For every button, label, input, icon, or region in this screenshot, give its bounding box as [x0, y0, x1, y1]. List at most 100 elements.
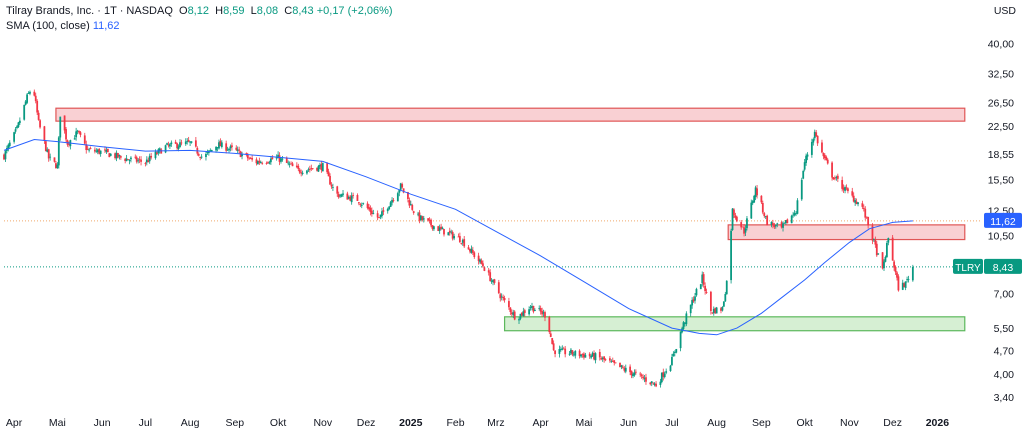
candle-body	[510, 312, 513, 314]
candle-body	[531, 305, 533, 308]
candle-body	[68, 143, 70, 145]
candle-body	[663, 373, 666, 378]
y-tick-label: 18,55	[988, 149, 1014, 161]
candle-body	[792, 214, 795, 216]
candle-body	[398, 189, 401, 193]
candle-body	[802, 170, 805, 179]
candle-body	[177, 146, 180, 150]
candle-body	[832, 177, 835, 180]
candle-body	[766, 215, 769, 226]
candle-body	[7, 144, 10, 149]
candle-body	[581, 353, 584, 355]
candle-body	[541, 311, 543, 315]
candle-body	[346, 193, 349, 200]
candle-body	[105, 149, 108, 152]
candle-body	[764, 215, 767, 217]
candle-body	[619, 362, 621, 368]
candle-body	[751, 201, 754, 204]
candle-body	[564, 348, 567, 355]
candle-body	[88, 149, 91, 151]
candle-body	[689, 304, 692, 314]
candle-body	[98, 149, 101, 154]
candle-body	[218, 142, 220, 149]
candle-body	[699, 284, 702, 290]
candle-body	[291, 163, 294, 167]
candle-body	[851, 191, 854, 196]
candle-body	[241, 154, 243, 157]
candle-body	[148, 155, 151, 162]
candle-body	[288, 163, 291, 165]
candle-body	[376, 213, 379, 218]
candle-body	[538, 308, 541, 309]
x-tick-label: Apr	[532, 417, 549, 429]
candle-body	[594, 353, 597, 361]
candle-body	[409, 204, 412, 206]
y-tick-label: 32,50	[988, 68, 1014, 80]
candle-body	[75, 131, 78, 138]
candle-body	[544, 312, 546, 318]
candle-body	[461, 240, 464, 243]
candle-body	[417, 213, 419, 215]
candle-body	[671, 357, 673, 366]
candle-body	[13, 132, 15, 142]
candle-body	[108, 153, 111, 158]
candle-body	[463, 239, 466, 247]
candle-body	[210, 149, 213, 152]
candle-body	[770, 222, 773, 225]
candle-body	[23, 104, 26, 120]
candle-body	[855, 201, 858, 205]
candle-body	[715, 307, 718, 314]
candle-body	[479, 259, 481, 263]
candle-body	[337, 194, 340, 198]
candle-body	[362, 203, 365, 205]
candle-body	[216, 147, 219, 149]
candle-body	[277, 154, 279, 159]
candle-body	[174, 141, 177, 144]
candle-body	[896, 272, 898, 278]
candle-body	[695, 288, 698, 296]
y-axis: 40,0032,5026,5022,5018,5515,5012,5010,50…	[988, 39, 1014, 404]
candle-body	[370, 210, 373, 215]
candle-body	[844, 187, 846, 191]
candle-body	[179, 142, 181, 148]
indicator-legend[interactable]: SMA (100, close) 11,62	[6, 20, 120, 32]
candle-body	[741, 226, 744, 228]
candle-body	[39, 120, 41, 128]
candle-body	[347, 196, 350, 199]
candle-body	[568, 353, 571, 355]
x-tick-label: Aug	[707, 417, 726, 429]
candle-body	[248, 158, 251, 160]
candle-body	[381, 211, 383, 217]
candle-body	[33, 91, 36, 96]
candle-body	[332, 187, 334, 188]
candle-body	[275, 157, 278, 159]
candle-body	[119, 156, 122, 158]
candle-body	[197, 154, 200, 156]
candle-body	[366, 203, 369, 209]
x-tick-label: Dez	[883, 417, 902, 429]
candle-body	[590, 356, 593, 358]
candle-body	[522, 311, 525, 317]
candle-body	[339, 195, 342, 197]
candle-body	[746, 218, 748, 229]
candle-body	[836, 175, 839, 179]
candle-body	[861, 203, 864, 207]
candle-body	[229, 146, 232, 149]
candle-body	[901, 282, 904, 290]
candle-body	[643, 378, 646, 380]
candle-body	[17, 122, 20, 127]
candle-body	[359, 204, 362, 205]
candle-body	[821, 142, 823, 153]
candle-body	[73, 138, 76, 140]
candle-body	[37, 112, 40, 120]
candle-body	[730, 230, 732, 281]
candle-body	[549, 333, 552, 337]
candle-body	[857, 202, 859, 205]
candle-body	[271, 157, 274, 160]
candle-body	[16, 126, 18, 129]
candle-body	[471, 250, 474, 253]
ohlc-high: H8,59	[215, 5, 245, 17]
candle-body	[548, 316, 551, 333]
candle-body	[684, 323, 686, 324]
